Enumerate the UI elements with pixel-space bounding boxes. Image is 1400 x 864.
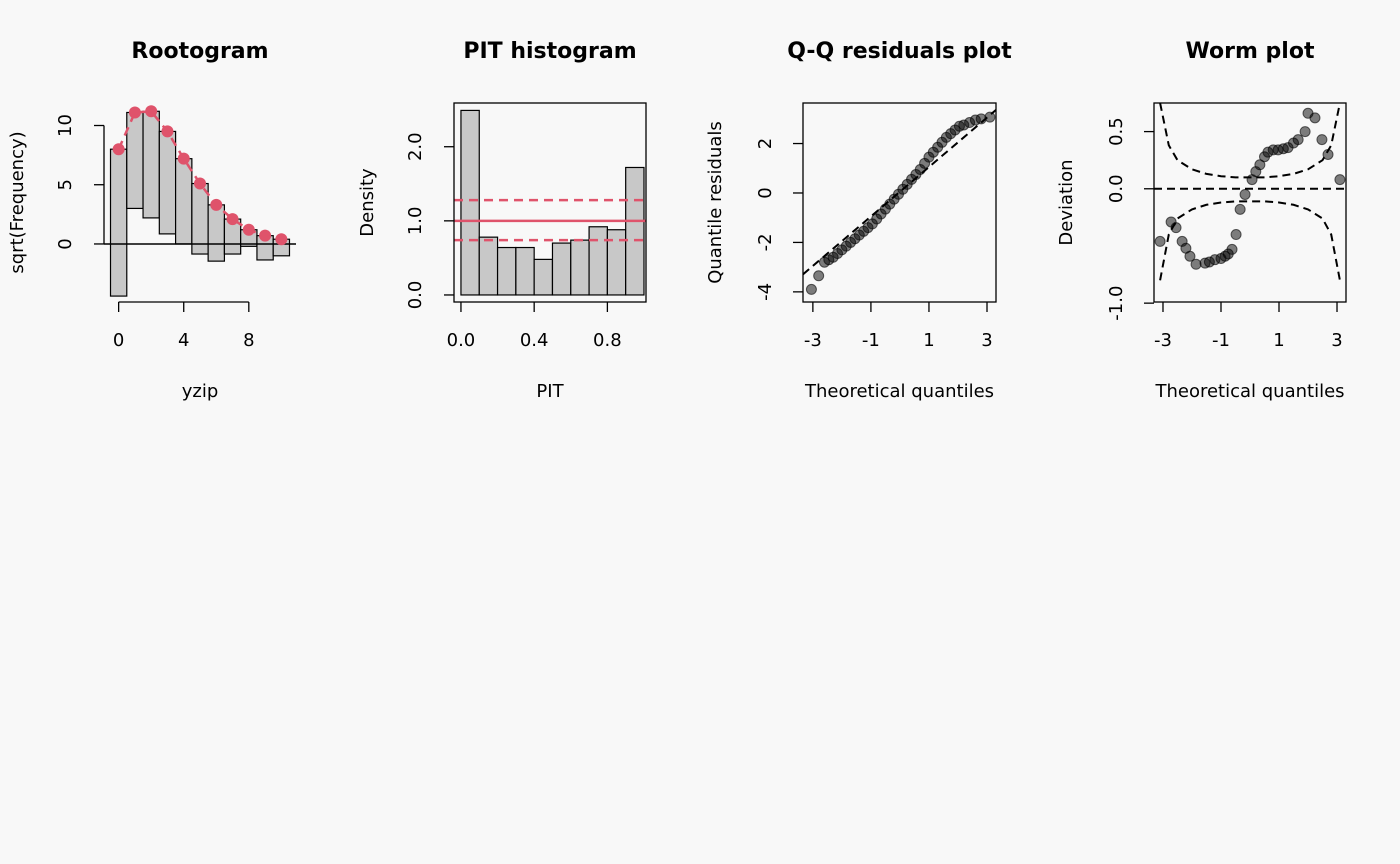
point — [1316, 134, 1328, 146]
bar — [478, 236, 499, 296]
point — [1254, 159, 1266, 171]
hanging-bar — [109, 148, 128, 297]
reference-lines — [454, 198, 646, 242]
y-tick-label: 0.5 — [1106, 117, 1127, 146]
point — [805, 283, 817, 295]
point — [984, 111, 996, 123]
bar — [588, 226, 608, 296]
bar — [533, 258, 554, 296]
y-tick-label: 0 — [55, 238, 76, 249]
point — [1170, 222, 1182, 234]
y-axis-label: Quantile residuals — [705, 121, 726, 284]
expected-point — [210, 198, 223, 211]
hanging-bar — [142, 110, 160, 219]
x-tick-label: 0.0 — [447, 330, 476, 351]
point — [813, 270, 825, 282]
point — [1239, 188, 1251, 200]
expected-point — [161, 125, 174, 138]
x-tick-label: 0 — [113, 330, 124, 351]
x-tick-label: 8 — [243, 330, 254, 351]
reference-line — [803, 109, 996, 276]
x-tick-label: -1 — [1212, 330, 1230, 351]
point — [1234, 203, 1246, 215]
panel-title: Worm plot — [1186, 39, 1315, 64]
y-axis-label: sqrt(Frequency) — [7, 131, 28, 273]
point — [1292, 134, 1304, 146]
panel: Rootogram yzip sqrt(Frequency) 0 4 8 0 5 10 — [7, 39, 296, 402]
expected-point — [194, 177, 206, 190]
x-tick-label: 4 — [178, 330, 189, 351]
point — [1299, 126, 1311, 138]
panel: Worm plot Theoretical quantiles Deviation -… — [1056, 39, 1347, 402]
y-tick-label: 10 — [55, 114, 76, 137]
y-tick-label: 0.0 — [1106, 174, 1127, 203]
hanging-bar — [207, 204, 226, 262]
expected-point — [275, 233, 288, 246]
x-tick-label: 3 — [981, 330, 992, 351]
x-tick-label: 3 — [1331, 330, 1342, 351]
plot-box — [453, 102, 647, 303]
x-tick-label: 1 — [1273, 330, 1284, 351]
x-tick-label: 0.8 — [593, 330, 622, 351]
expected-point — [128, 106, 141, 119]
plot-box — [802, 102, 997, 303]
x-tick-label: -1 — [862, 330, 880, 351]
x-tick-label: -3 — [804, 330, 822, 351]
y-axis-label: Deviation — [1056, 159, 1077, 245]
point — [1190, 258, 1202, 270]
y-tick-label: 5 — [55, 179, 76, 190]
plot-area — [803, 109, 996, 295]
x-tick-label: -3 — [1154, 330, 1172, 351]
panel-title: PIT histogram — [463, 39, 636, 64]
bar — [460, 109, 480, 296]
expected-point — [112, 143, 125, 156]
x-tick-label: 0.4 — [520, 330, 549, 351]
y-tick-label: -2 — [755, 233, 776, 251]
y-tick-label: -4 — [755, 283, 776, 301]
hanging-bar — [158, 130, 177, 235]
x-axis-label: yzip — [182, 381, 219, 402]
x-tick-label: 1 — [923, 330, 934, 351]
plot-box — [1153, 102, 1347, 303]
bar — [625, 166, 645, 296]
ci-curve — [1159, 200, 1341, 281]
y-tick-label: 0.0 — [405, 281, 426, 310]
x-axis-label: Theoretical quantiles — [1154, 381, 1344, 402]
point — [1184, 250, 1196, 262]
panel: Q-Q residuals plot Theoretical quantiles Q… — [705, 39, 1012, 402]
bar — [570, 239, 590, 296]
x-axis-label: PIT — [536, 381, 564, 402]
plot-area — [1154, 103, 1346, 281]
x-axis-label: Theoretical quantiles — [804, 381, 994, 402]
expected-point — [242, 223, 255, 236]
expected-point — [259, 229, 272, 242]
bar — [515, 246, 535, 296]
panel-title: Rootogram — [131, 39, 268, 64]
expected-point — [177, 152, 190, 165]
point — [1334, 174, 1346, 186]
point — [1230, 229, 1242, 241]
y-tick-label: 2 — [755, 138, 776, 149]
point — [1226, 243, 1238, 255]
y-tick-label: 1.0 — [405, 207, 426, 236]
panel-title: Q-Q residuals plot — [787, 39, 1012, 64]
expected-point — [226, 213, 239, 226]
y-tick-label: 2.0 — [405, 132, 426, 161]
bar — [551, 242, 572, 296]
expected-point — [145, 105, 158, 118]
point — [1309, 112, 1321, 124]
point — [1322, 148, 1334, 160]
y-axis-label: Density — [357, 168, 378, 237]
hanging-bar — [126, 111, 144, 210]
y-tick-label: 0 — [755, 187, 776, 198]
bar — [496, 246, 517, 296]
panel: PIT histogram PIT Density 0.0 0.4 0.8 0.0 1.0 2.… — [357, 39, 647, 402]
hanging-bar — [174, 158, 193, 245]
y-tick-label: -1.0 — [1106, 286, 1127, 321]
point — [1154, 235, 1166, 247]
